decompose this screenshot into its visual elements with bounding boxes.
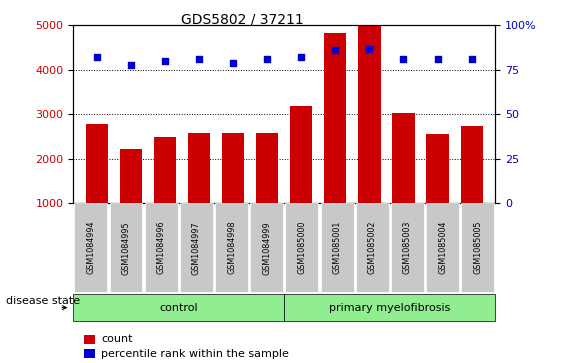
Bar <box>359 0 381 203</box>
Point <box>365 46 374 52</box>
Text: GSM1084994: GSM1084994 <box>86 221 95 274</box>
Bar <box>461 171 482 248</box>
Bar <box>427 178 449 248</box>
Text: GSM1085001: GSM1085001 <box>333 221 342 274</box>
Bar <box>188 134 210 203</box>
Text: GSM1084997: GSM1084997 <box>192 221 201 274</box>
Bar <box>154 136 176 203</box>
Text: GSM1084998: GSM1084998 <box>227 221 236 274</box>
Text: GSM1085004: GSM1085004 <box>438 221 447 274</box>
Text: GSM1085002: GSM1085002 <box>368 221 377 274</box>
Point <box>263 56 272 62</box>
Point <box>92 54 101 60</box>
Point <box>399 56 408 62</box>
Bar <box>324 33 346 203</box>
Point <box>331 48 340 53</box>
Bar <box>359 25 381 248</box>
Text: GSM1085005: GSM1085005 <box>473 221 482 274</box>
Bar <box>188 178 210 248</box>
Bar <box>86 124 108 203</box>
Text: control: control <box>159 303 198 313</box>
Text: disease state: disease state <box>6 296 80 306</box>
Text: count: count <box>101 334 133 344</box>
Bar <box>427 134 449 203</box>
Bar <box>86 168 108 248</box>
Bar <box>392 158 414 248</box>
Bar <box>324 78 346 248</box>
Text: GSM1084995: GSM1084995 <box>122 221 131 274</box>
Point <box>433 56 442 62</box>
Bar <box>120 148 142 203</box>
Text: GSM1084999: GSM1084999 <box>262 221 271 274</box>
Bar <box>222 177 244 248</box>
Text: GSM1084996: GSM1084996 <box>157 221 166 274</box>
Bar <box>291 151 312 248</box>
Bar <box>222 132 244 203</box>
Text: GDS5802 / 37211: GDS5802 / 37211 <box>181 13 303 27</box>
Bar <box>154 181 176 248</box>
Point <box>127 62 136 68</box>
Bar <box>256 133 278 203</box>
Bar <box>461 126 482 203</box>
Point <box>160 58 169 64</box>
Text: percentile rank within the sample: percentile rank within the sample <box>101 349 289 359</box>
Bar <box>291 106 312 203</box>
Point <box>229 60 238 66</box>
Point <box>195 56 204 62</box>
Text: GSM1085003: GSM1085003 <box>403 221 412 274</box>
Text: primary myelofibrosis: primary myelofibrosis <box>329 303 450 313</box>
Text: GSM1085000: GSM1085000 <box>297 221 306 274</box>
Bar <box>392 114 414 203</box>
Point <box>297 54 306 60</box>
Bar <box>256 178 278 248</box>
Bar <box>120 193 142 248</box>
Point <box>467 56 476 62</box>
